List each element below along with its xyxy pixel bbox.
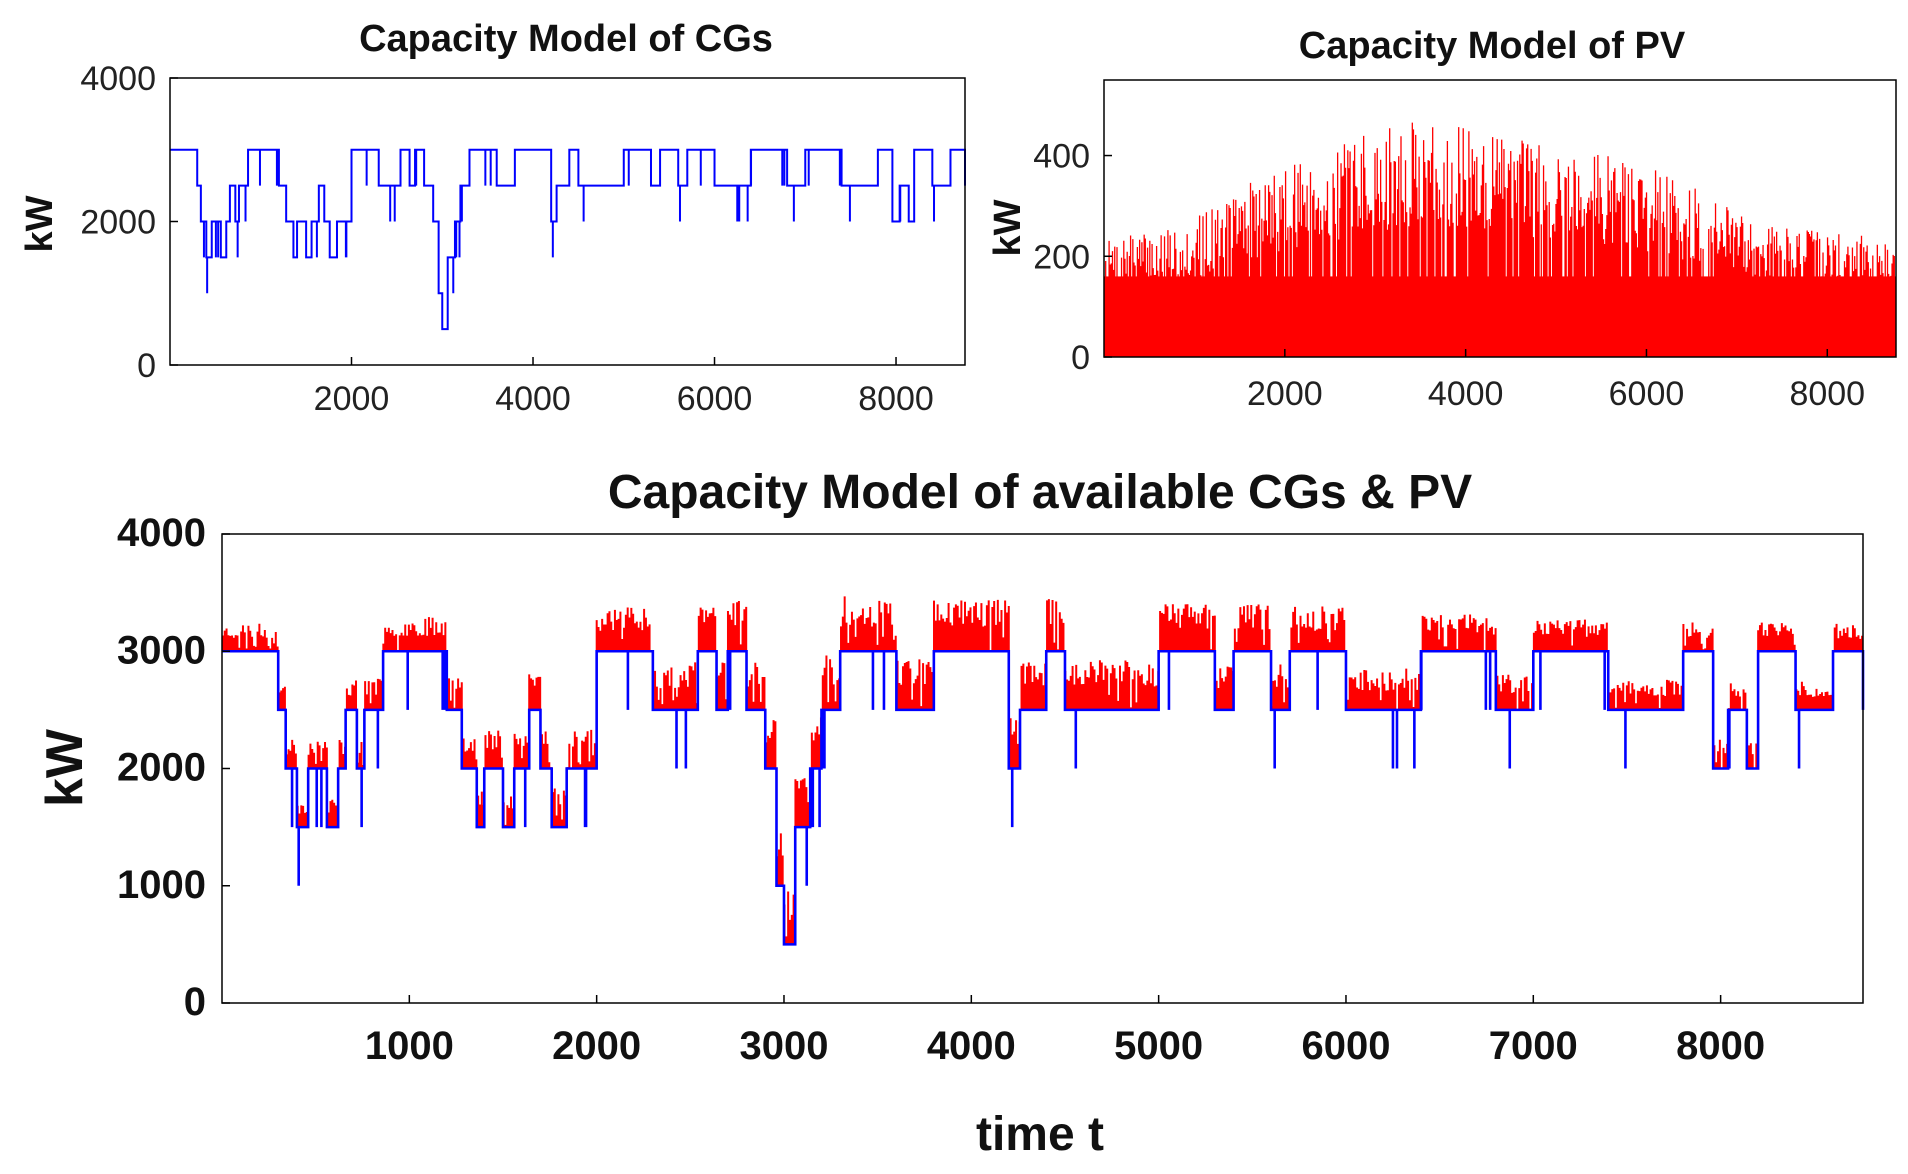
x-tick-label: 7000	[1489, 1024, 1578, 1068]
chart-combined: Capacity Model of available CGs & PV kW …	[36, 466, 1865, 1161]
y-tick-label: 0	[137, 347, 156, 385]
x-tick-label: 8000	[1789, 375, 1865, 413]
chart-cgs: Capacity Model of CGs kW 2000 4000 6000 800…	[19, 18, 966, 418]
x-tick-label: 1000	[365, 1024, 454, 1068]
chart-pv-frame	[1103, 79, 1897, 358]
chart-combined-xlabel: time t	[976, 1108, 1104, 1161]
x-tick-label: 8000	[1676, 1024, 1765, 1068]
combined-pv-series	[221, 596, 1864, 945]
x-tick-label: 4000	[495, 380, 571, 418]
chart-pv-xticks: 2000 4000 6000 8000	[1247, 349, 1865, 413]
y-tick-label: 3000	[117, 628, 206, 672]
y-tick-label: 200	[1033, 238, 1090, 276]
chart-cgs-title: Capacity Model of CGs	[359, 18, 773, 60]
x-tick-label: 4000	[1428, 375, 1504, 413]
y-tick-label: 1000	[117, 863, 206, 907]
chart-cgs-plot	[170, 148, 966, 331]
chart-pv-yticks: 0 200 400	[1033, 138, 1112, 377]
y-tick-label: 4000	[117, 511, 206, 555]
x-tick-label: 6000	[1609, 375, 1685, 413]
chart-pv: Capacity Model of PV kW 2000 4000 6000 8000…	[987, 25, 1897, 413]
chart-cgs-xticks: 2000 4000 6000 8000	[314, 357, 934, 418]
chart-pv-title: Capacity Model of PV	[1299, 25, 1686, 67]
y-tick-label: 2000	[117, 746, 206, 790]
chart-pv-plot	[1103, 122, 1897, 357]
chart-cgs-frame	[169, 77, 966, 366]
chart-combined-title: Capacity Model of available CGs & PV	[608, 466, 1472, 519]
y-tick-label: 4000	[80, 60, 156, 98]
x-tick-label: 5000	[1114, 1024, 1203, 1068]
x-tick-label: 2000	[314, 380, 390, 418]
x-tick-label: 8000	[858, 380, 934, 418]
chart-pv-ylabel: kW	[987, 199, 1029, 256]
y-tick-label: 0	[1071, 339, 1090, 377]
chart-combined-plot	[221, 596, 1865, 946]
chart-combined-ylabel: kW	[36, 728, 94, 807]
x-tick-label: 6000	[677, 380, 753, 418]
chart-combined-frame	[221, 533, 1864, 1004]
y-tick-label: 2000	[80, 204, 156, 242]
pv-series-bars	[1103, 122, 1897, 357]
chart-cgs-ylabel: kW	[19, 195, 61, 252]
y-tick-label: 400	[1033, 138, 1090, 176]
chart-cgs-yticks: 0 2000 4000	[80, 60, 178, 385]
x-tick-label: 3000	[739, 1024, 828, 1068]
x-tick-label: 4000	[927, 1024, 1016, 1068]
y-tick-label: 0	[184, 980, 206, 1024]
combined-cgs-series	[222, 649, 1865, 946]
x-tick-label: 6000	[1301, 1024, 1390, 1068]
x-tick-label: 2000	[552, 1024, 641, 1068]
chart-combined-xticks: 1000 2000 3000 4000 5000 6000 7000 8000	[365, 995, 1765, 1068]
chart-combined-yticks: 0 1000 2000 3000 4000	[117, 511, 230, 1024]
x-tick-label: 2000	[1247, 375, 1323, 413]
cgs-series-line	[170, 148, 966, 331]
